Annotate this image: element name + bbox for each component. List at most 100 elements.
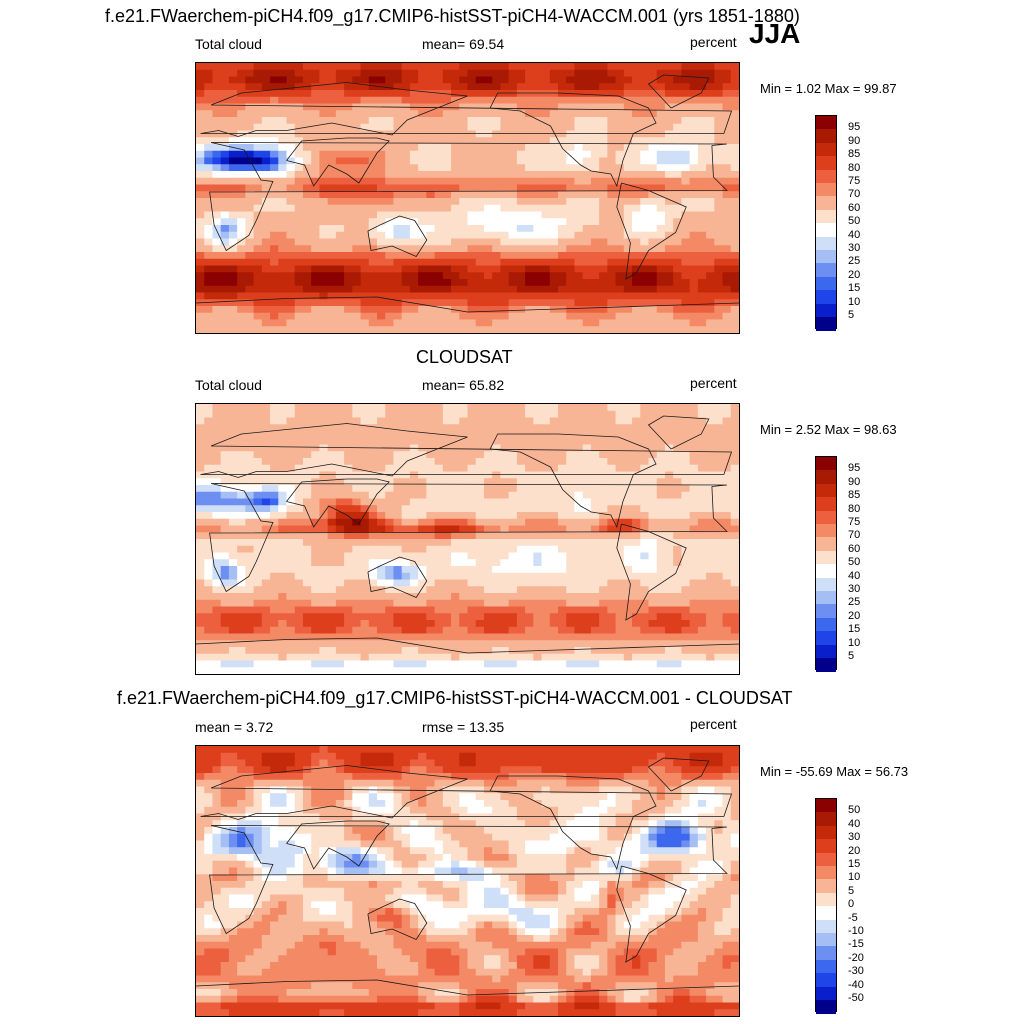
map-cell (360, 444, 370, 452)
map-cell (261, 458, 271, 466)
map-cell (442, 417, 452, 425)
map-cell (442, 498, 452, 506)
map-cell (640, 144, 650, 152)
map-cell (261, 272, 271, 280)
map-cell (286, 279, 296, 287)
map-cell (434, 144, 444, 152)
map-cell (220, 83, 230, 91)
map-cell (220, 539, 230, 547)
map-cell (212, 252, 222, 260)
map-cell (500, 586, 510, 594)
map-cell (385, 211, 395, 219)
map-cell (442, 319, 452, 327)
map-cell (319, 299, 329, 307)
map-cell (706, 478, 715, 486)
map-cell (516, 512, 526, 520)
map-cell (623, 90, 633, 98)
map-cell (640, 437, 650, 446)
map-cell (245, 437, 255, 446)
map-cell (261, 593, 271, 601)
map-cell (697, 431, 707, 439)
map-cell (344, 613, 353, 621)
map-cell (574, 191, 584, 199)
map-cell (549, 613, 559, 621)
map-cell (401, 150, 411, 159)
map-cell (409, 478, 419, 486)
map-cell (360, 572, 370, 581)
map-cell (459, 593, 469, 601)
map-cell (327, 184, 337, 192)
map-cell (607, 272, 617, 280)
map-cell (590, 90, 600, 98)
map-cell (656, 485, 666, 493)
map-cell (689, 130, 699, 138)
map-cell (278, 512, 288, 520)
map-cell (360, 599, 370, 608)
map-cell (418, 306, 427, 314)
map-cell (492, 586, 502, 594)
map-cell (286, 238, 296, 246)
map-cell (261, 63, 271, 71)
map-cell (360, 238, 370, 246)
map-cell (196, 613, 205, 621)
map-cell (706, 292, 715, 300)
map-cell (483, 218, 493, 226)
map-cell (508, 238, 518, 246)
map-cell (689, 204, 699, 213)
map-cell (451, 252, 460, 260)
map-cell (368, 272, 378, 280)
map-cell (261, 231, 271, 240)
map-cell (228, 306, 238, 314)
map-cell (689, 512, 699, 520)
map-cell (418, 76, 427, 84)
map-cell (270, 117, 279, 125)
map-cell (459, 451, 469, 459)
map-cell (253, 245, 263, 253)
map-cell (623, 211, 633, 219)
map-cell (656, 272, 666, 280)
map-cell (492, 171, 502, 179)
map-cell (689, 252, 699, 260)
map-cell (228, 279, 238, 287)
map-cell (714, 184, 724, 192)
map-cell (253, 63, 263, 71)
map-cell (385, 599, 395, 608)
map-cell (459, 518, 469, 527)
map-cell (294, 123, 304, 132)
map-cell (492, 177, 502, 186)
map-cell (615, 69, 625, 78)
map-cell (409, 238, 419, 246)
map-cell (722, 110, 732, 118)
map-cell (360, 225, 370, 233)
map-cell (311, 184, 321, 192)
map-cell (623, 410, 633, 419)
map-cell (294, 130, 304, 138)
map-cell (220, 150, 230, 159)
map-cell (475, 184, 485, 192)
map-cell (483, 559, 493, 567)
map-cell (196, 410, 205, 419)
map-cell (368, 204, 378, 213)
map-cell (261, 137, 271, 145)
map-cell (714, 63, 724, 71)
map-cell (623, 633, 633, 641)
map-cell (270, 586, 279, 594)
map-cell (270, 231, 279, 240)
map-cell (393, 552, 403, 560)
map-cell (590, 613, 600, 621)
map-cell (632, 319, 641, 327)
map-cell (360, 404, 370, 412)
map-cell (615, 451, 625, 459)
map-cell (640, 76, 650, 84)
map-cell (409, 613, 419, 621)
map-cell (673, 258, 683, 267)
map-cell (664, 559, 674, 567)
map-cell (681, 137, 691, 145)
map-cell (418, 566, 427, 574)
map-cell (261, 417, 271, 425)
map-cell (204, 518, 214, 527)
map-cell (558, 498, 567, 506)
map-cell (656, 478, 666, 486)
map-cell (714, 437, 724, 446)
map-cell (294, 326, 304, 333)
